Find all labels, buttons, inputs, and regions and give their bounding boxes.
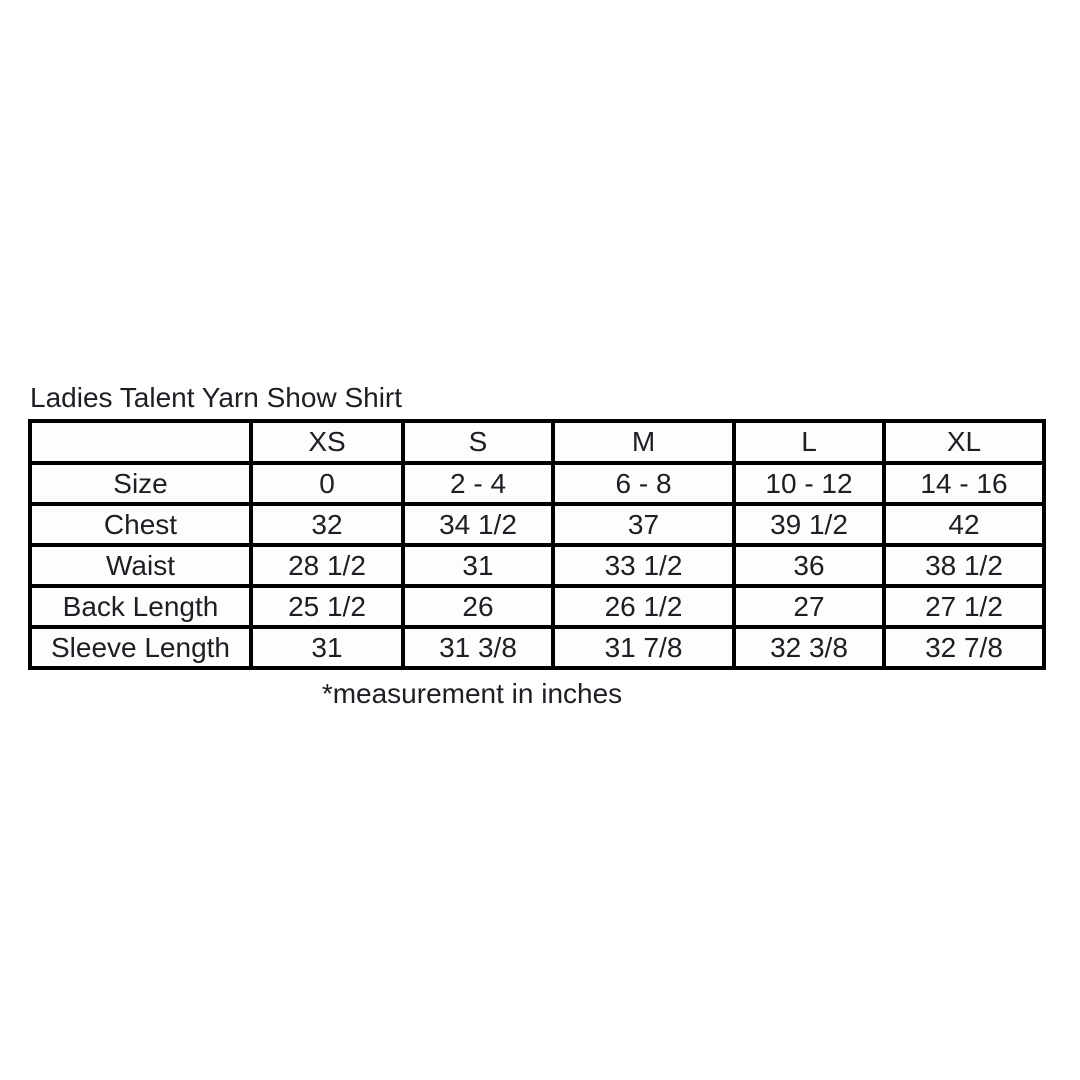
- row-label: Chest: [28, 502, 253, 547]
- header-cell-l: L: [732, 419, 886, 465]
- cell-size-s: 2 - 4: [401, 461, 555, 506]
- cell-backlength-l: 27: [732, 584, 886, 629]
- row-label: Sleeve Length: [28, 625, 253, 670]
- cell-sleevelength-l: 32 3/8: [732, 625, 886, 670]
- cell-chest-xs: 32: [249, 502, 405, 547]
- page-title: Ladies Talent Yarn Show Shirt: [30, 382, 403, 413]
- cell-waist-xl: 38 1/2: [882, 543, 1046, 588]
- cell-size-xl: 14 - 16: [882, 461, 1046, 506]
- row-label: Size: [28, 461, 253, 506]
- row-label: Back Length: [28, 584, 253, 629]
- cell-waist-m: 33 1/2: [551, 543, 736, 588]
- header-row: XS S M L XL: [28, 419, 1046, 465]
- cell-chest-s: 34 1/2: [401, 502, 555, 547]
- row-label: Waist: [28, 543, 253, 588]
- cell-waist-xs: 28 1/2: [249, 543, 405, 588]
- table-row-waist: Waist 28 1/2 31 33 1/2 36 38 1/2: [28, 543, 1046, 588]
- header-cell-s: S: [401, 419, 555, 465]
- table-row-size: Size 0 2 - 4 6 - 8 10 - 12 14 - 16: [28, 461, 1046, 506]
- header-cell-xl: XL: [882, 419, 1046, 465]
- cell-sleevelength-xs: 31: [249, 625, 405, 670]
- header-cell-m: M: [551, 419, 736, 465]
- cell-chest-l: 39 1/2: [732, 502, 886, 547]
- cell-sleevelength-m: 31 7/8: [551, 625, 736, 670]
- cell-size-xs: 0: [249, 461, 405, 506]
- header-cell-xs: XS: [249, 419, 405, 465]
- size-chart-table: XS S M L XL Size 0 2 - 4 6 - 8 10 - 12 1…: [28, 419, 1046, 670]
- measurement-unit-note: *measurement in inches: [321, 678, 623, 709]
- table-row-sleeve-length: Sleeve Length 31 31 3/8 31 7/8 32 3/8 32…: [28, 625, 1046, 670]
- table-row-chest: Chest 32 34 1/2 37 39 1/2 42: [28, 502, 1046, 547]
- size-chart-sheet: Ladies Talent Yarn Show Shirt XS S M L X…: [28, 382, 1046, 709]
- cell-sleevelength-s: 31 3/8: [401, 625, 555, 670]
- cell-chest-xl: 42: [882, 502, 1046, 547]
- cell-chest-m: 37: [551, 502, 736, 547]
- cell-backlength-xl: 27 1/2: [882, 584, 1046, 629]
- cell-backlength-xs: 25 1/2: [249, 584, 405, 629]
- cell-backlength-s: 26: [401, 584, 555, 629]
- cell-sleevelength-xl: 32 7/8: [882, 625, 1046, 670]
- cell-waist-s: 31: [401, 543, 555, 588]
- cell-backlength-m: 26 1/2: [551, 584, 736, 629]
- cell-size-m: 6 - 8: [551, 461, 736, 506]
- cell-waist-l: 36: [732, 543, 886, 588]
- table-row-back-length: Back Length 25 1/2 26 26 1/2 27 27 1/2: [28, 584, 1046, 629]
- cell-size-l: 10 - 12: [732, 461, 886, 506]
- header-cell-blank: [28, 419, 253, 465]
